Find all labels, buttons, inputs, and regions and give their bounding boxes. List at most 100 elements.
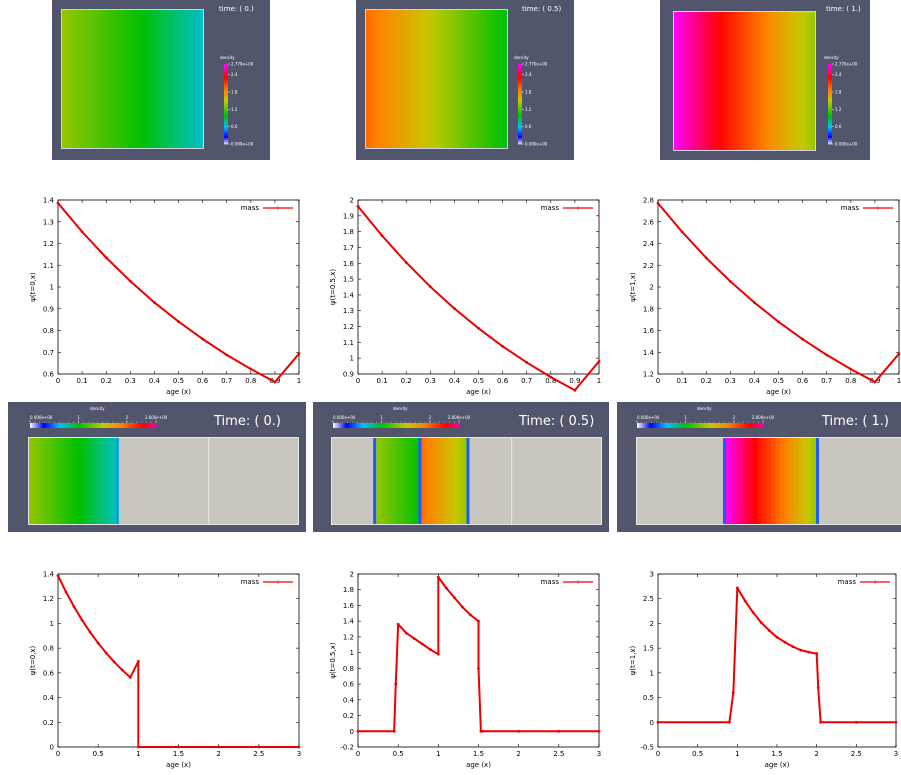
colorbar-swatch — [99, 423, 102, 428]
chart-4: 0 0.5 1 1.5 2 2.5 3-0.200.20.40.60.811.21.41.6… — [329, 571, 601, 770]
strip-cell — [59, 437, 65, 525]
colorbar-swatch — [655, 423, 659, 428]
colorbar-swatch — [446, 423, 449, 428]
colorbar-swatch — [518, 106, 522, 109]
colorbar-swatch — [518, 96, 522, 99]
strip-cell — [455, 437, 459, 525]
data-point — [356, 729, 360, 733]
colorbar-swatch — [126, 423, 130, 428]
strip-cell — [394, 437, 398, 525]
strip-cell — [457, 437, 461, 525]
strip-edge — [816, 437, 819, 525]
panel-title: Time: ( 1.) — [822, 414, 890, 429]
y-tick-label: 1 — [50, 620, 54, 628]
colorbar-swatch — [518, 84, 522, 87]
density-strip-panel-2: Time: ( 1.) density 0.000e+00 1 2 2.600e+00 — [617, 402, 901, 532]
series-line — [57, 575, 299, 748]
colorbar-swatch — [224, 86, 228, 89]
x-tick-label: 2.5 — [851, 750, 862, 758]
colorbar-label: 0.6 — [231, 124, 238, 129]
legend-label: mass — [241, 204, 260, 212]
colorbar-swatch — [46, 423, 50, 428]
x-tick-label: 2 — [814, 750, 818, 758]
strip-cell — [780, 437, 786, 525]
colorbar-swatch — [122, 423, 125, 428]
strip-cell — [416, 437, 420, 525]
colorbar-swatch — [733, 423, 737, 428]
legend-label: mass — [541, 204, 560, 212]
strip-cell — [784, 437, 790, 525]
legend-marker: + — [872, 579, 877, 586]
x-tick-label: 2 — [216, 750, 220, 758]
colorbar-swatch — [42, 423, 46, 428]
colorbar-swatch — [828, 76, 832, 79]
plot-frame — [357, 199, 600, 375]
strip-cell — [461, 437, 465, 525]
data-point — [80, 618, 84, 622]
colorbar-swatch — [224, 132, 228, 135]
colorbar-swatch — [141, 423, 144, 428]
colorbar-swatch — [224, 112, 228, 115]
colorbar-swatch — [224, 120, 228, 123]
x-axis-label: age (x) — [766, 388, 791, 396]
colorbar-swatch — [704, 423, 707, 428]
colorbar-swatch — [80, 423, 83, 428]
data-point — [791, 645, 795, 649]
colorbar-swatch — [518, 76, 522, 79]
x-tick-label: 0 — [656, 377, 660, 385]
colorbar-label: 1 — [77, 415, 80, 420]
data-point — [428, 648, 432, 651]
colorbar-swatch — [421, 423, 424, 428]
colorbar-swatch — [360, 423, 363, 428]
colorbar-label: 1 — [380, 415, 383, 420]
data-point — [728, 720, 731, 724]
colorbar-swatch — [149, 423, 153, 428]
colorbar-swatch — [224, 142, 228, 145]
colorbar-swatch — [97, 423, 100, 428]
data-point — [297, 352, 301, 356]
y-tick-label: 0 — [650, 719, 654, 727]
data-point — [854, 720, 858, 724]
colorbar-swatch — [55, 423, 58, 428]
colorbar-swatch — [746, 423, 749, 428]
data-point — [825, 353, 829, 357]
colorbar-swatch — [51, 423, 54, 428]
colorbar-swatch — [393, 423, 397, 428]
y-tick-label: 1.1 — [43, 262, 54, 270]
colorbar-swatch — [518, 64, 522, 67]
y-tick-label: 0.9 — [343, 371, 354, 379]
y-tick-label: 1 — [350, 649, 354, 657]
colorbar-swatch — [368, 423, 372, 428]
colorbar-swatch — [224, 76, 228, 79]
data-point — [819, 720, 823, 724]
data-point — [549, 375, 553, 379]
colorbar-swatch — [86, 423, 90, 428]
colorbar-swatch — [370, 423, 374, 428]
colorbar-label: 0.000e+00 — [637, 415, 660, 420]
y-axis-label: ψ(t=0.5,x) — [329, 269, 337, 305]
y-tick-label: 2 — [650, 284, 654, 292]
colorbar-swatch — [518, 114, 522, 117]
data-point — [225, 353, 229, 357]
colorbar-swatch — [828, 112, 832, 115]
colorbar-swatch — [224, 72, 228, 75]
strip-cell — [735, 437, 741, 525]
data-point — [392, 729, 396, 733]
strip-cell — [414, 437, 418, 525]
colorbar-swatch — [224, 122, 228, 125]
data-point — [80, 230, 84, 234]
data-point — [477, 666, 480, 670]
colorbar-swatch — [660, 423, 663, 428]
colorbar-label: 1.8 — [231, 90, 238, 95]
colorbar-swatch — [440, 423, 443, 428]
y-tick-label: 1.4 — [43, 571, 55, 579]
strip-cell — [439, 437, 443, 525]
colorbar-swatch — [67, 423, 71, 428]
y-tick-label: 1.9 — [343, 212, 354, 220]
x-tick-label: 0.4 — [149, 377, 161, 385]
data-point — [72, 605, 76, 609]
data-point — [759, 621, 763, 624]
colorbar-swatch — [828, 96, 832, 99]
strip-cell — [789, 437, 795, 525]
colorbar-label: 2.4 — [525, 72, 532, 77]
